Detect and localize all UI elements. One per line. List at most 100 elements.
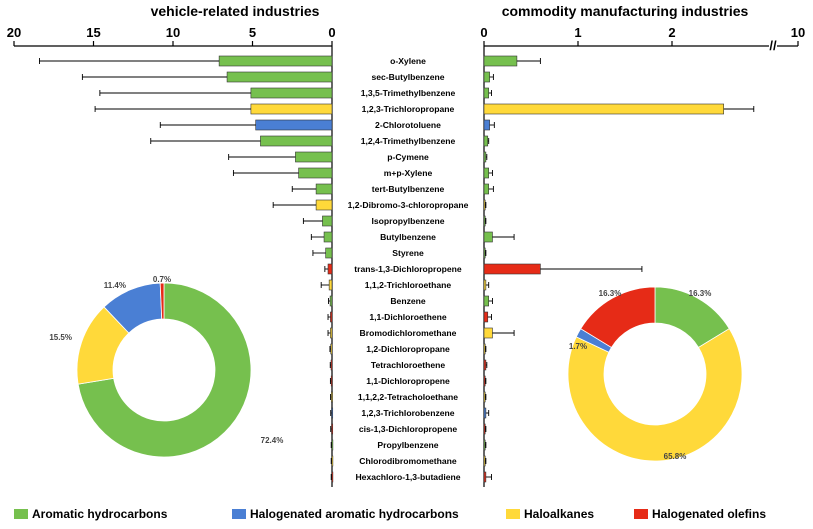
right-axis-tick-label: 0	[480, 25, 487, 40]
commodity-pie-slice	[580, 286, 656, 348]
vehicle-pie-slice-label: 0.7%	[153, 275, 171, 284]
vehicle-bar	[295, 151, 333, 163]
commodity-pie-slice-label: 16.3%	[689, 289, 712, 298]
category-label: p-Cymene	[387, 152, 429, 162]
left-axis-tick-label: 15	[86, 25, 100, 40]
commodity-pie-slice-label: 16.3%	[599, 289, 622, 298]
category-label: trans-1,3-Dichloropropene	[354, 264, 462, 274]
right-panel-title: commodity manufacturing industries	[502, 3, 749, 19]
category-label: 1,1,2,2-Tetracholoethane	[358, 392, 458, 402]
category-label: Butylbenzene	[380, 232, 436, 242]
commodity-bar	[483, 135, 489, 147]
legend-label: Aromatic hydrocarbons	[32, 507, 168, 521]
commodity-bar	[483, 327, 493, 339]
category-label: 1,1-Dichloroethene	[369, 312, 447, 322]
vehicle-bar	[331, 455, 334, 467]
commodity-bar	[483, 183, 489, 195]
category-label: Tetrachloroethene	[371, 360, 446, 370]
commodity-pie-slice-label: 1.7%	[569, 342, 587, 351]
left-axis-tick-label: 20	[7, 25, 21, 40]
commodity-bar	[483, 279, 487, 291]
legend-label: Halogenated aromatic hydrocarbons	[250, 507, 459, 521]
commodity-bar	[483, 87, 489, 99]
vehicle-bar	[331, 391, 333, 403]
vehicle-bar	[322, 215, 333, 227]
bar-marks	[38, 55, 755, 483]
commodity-bar	[483, 151, 487, 163]
category-label: 1,2-Dibromo-3-chloropropane	[348, 200, 469, 210]
category-label: m+p-Xylene	[384, 168, 433, 178]
category-label: 2-Chlorotoluene	[375, 120, 441, 130]
right-axis-tick-label: 10	[791, 25, 805, 40]
commodity-bar	[483, 167, 489, 179]
vehicle-bar	[260, 135, 333, 147]
vehicle-bar	[330, 343, 333, 355]
vehicle-bar	[330, 311, 333, 323]
left-axis-tick-label: 0	[328, 25, 335, 40]
commodity-bar	[483, 231, 493, 243]
category-label: o-Xylene	[390, 56, 426, 66]
category-label: 1,2,3-Trichlorobenzene	[361, 408, 454, 418]
commodity-bar	[483, 71, 490, 83]
category-label: 1,1,2-Trichloroethane	[365, 280, 452, 290]
vehicle-bar	[255, 119, 333, 131]
legend-swatch	[232, 509, 246, 519]
left-panel-title: vehicle-related industries	[151, 3, 320, 19]
right-x-axis: // 0 1 2 10	[480, 25, 805, 487]
commodity-bar	[483, 311, 489, 323]
category-labels: o-Xylene sec-Butylbenzene 1,3,5-Trimethylb…	[348, 56, 469, 482]
legend-swatch	[14, 509, 28, 519]
vehicle-pie-slice-label: 15.5%	[49, 333, 72, 342]
commodity-bar	[483, 407, 487, 419]
vehicle-bar	[323, 231, 333, 243]
commodity-bar	[483, 119, 490, 131]
vehicle-bar	[315, 199, 333, 211]
category-label: Chlorodibromomethane	[359, 456, 457, 466]
right-axis-break: //	[769, 38, 777, 53]
vehicle-bar	[329, 295, 333, 307]
vehicle-bar	[250, 87, 333, 99]
right-axis-tick-label: 1	[574, 25, 581, 40]
vehicle-pie-slice-label: 72.4%	[261, 436, 284, 445]
pie-charts: 72.4% 15.5% 11.4% 0.7% 16.3% 65.8% 1.7% 16.3%	[49, 275, 743, 462]
category-label: Propylbenzene	[377, 440, 438, 450]
legend-swatch	[634, 509, 648, 519]
commodity-pie-slice-label: 65.8%	[664, 452, 687, 461]
vehicle-bar	[218, 55, 333, 67]
legend-label: Halogenated olefins	[652, 507, 766, 521]
vehicle-bar	[331, 423, 334, 435]
category-label: Isopropylbenzene	[371, 216, 444, 226]
vehicle-bar	[250, 103, 333, 115]
category-label: 1,2-Dichloropropane	[366, 344, 450, 354]
commodity-bar	[483, 263, 541, 275]
vehicle-bar	[330, 327, 333, 339]
category-label: 1,2,3-Trichloropropane	[362, 104, 455, 114]
category-label: Benzene	[390, 296, 426, 306]
vehicle-bar	[325, 247, 333, 259]
legend: Aromatic hydrocarbons Halogenated aromati…	[14, 507, 766, 521]
vehicle-bar	[328, 279, 333, 291]
right-axis-tick-label: 2	[668, 25, 675, 40]
vehicle-bar	[298, 167, 333, 179]
vehicle-bar	[315, 183, 333, 195]
commodity-pie-slice	[567, 328, 743, 462]
vehicle-bar	[330, 375, 333, 387]
vehicle-pie-slice	[159, 282, 165, 320]
vehicle-pie-slice-label: 11.4%	[104, 281, 126, 290]
vehicle-bar	[226, 71, 333, 83]
vehicle-bar	[331, 471, 334, 483]
legend-swatch	[506, 509, 520, 519]
left-axis-tick-label: 10	[166, 25, 180, 40]
category-label: Styrene	[392, 248, 424, 258]
commodity-bar	[483, 103, 724, 115]
category-label: 1,1-Dichloropropene	[366, 376, 450, 386]
category-label: cis-1,3-Dichloropropene	[359, 424, 458, 434]
commodity-bar	[483, 359, 487, 371]
vehicle-bar	[331, 439, 334, 451]
commodity-bar	[483, 471, 487, 483]
vehicle-pie-slice	[77, 282, 252, 458]
category-label: Bromodichloromethane	[360, 328, 457, 338]
legend-label: Haloalkanes	[524, 507, 594, 521]
commodity-bar	[483, 55, 518, 67]
